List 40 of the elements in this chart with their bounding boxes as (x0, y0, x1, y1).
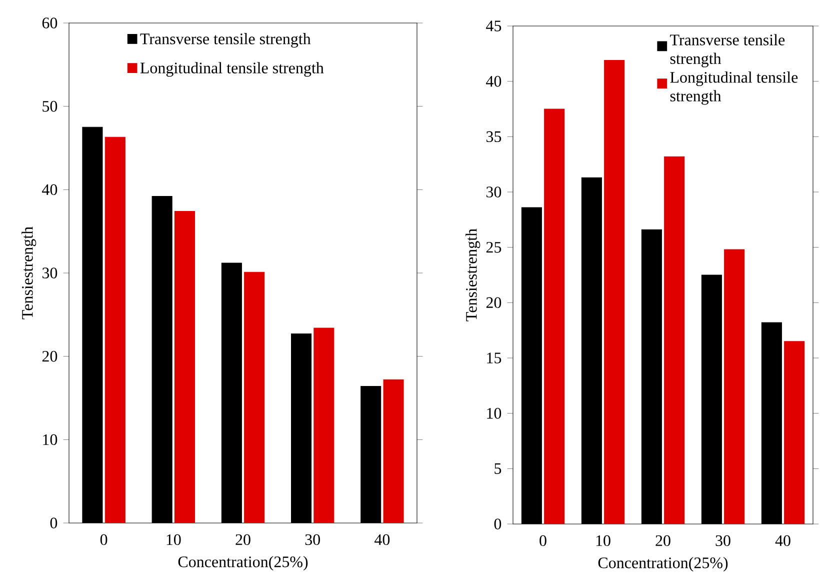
legend-label: Longitudinal tensile strength (670, 72, 798, 105)
y-tick-label: 40 (486, 76, 502, 87)
x-tick-label: 10 (166, 534, 181, 546)
y-tick-label: 50 (42, 100, 58, 112)
y-tick-label: 0 (50, 518, 58, 528)
y-tick-label: 25 (486, 242, 502, 253)
legend-label: Longitudinal tensile strength (140, 62, 324, 77)
bar (104, 136, 126, 523)
y-axis-title: Tensiestrength (22, 226, 36, 320)
x-tick-label: 40 (374, 534, 390, 546)
bar (383, 379, 404, 523)
y-tick-label: 10 (487, 408, 502, 419)
x-tick-label: 0 (100, 534, 108, 546)
bar (174, 211, 196, 523)
y-tick-label: 60 (42, 18, 58, 28)
y-tick-label: 10 (43, 434, 58, 446)
y-tick-label: 35 (486, 131, 502, 142)
bar (314, 328, 334, 523)
x-tick-label: 10 (596, 535, 610, 546)
x-tick-label: 20 (236, 534, 250, 546)
legend-label: Transverse tensile strength (670, 34, 785, 68)
x-tick-label: 30 (305, 534, 320, 546)
y-tick-label: 20 (486, 297, 502, 308)
x-axis-title: Concentration(25%) (598, 557, 728, 572)
y-tick-label: 0 (494, 518, 502, 530)
bar (244, 272, 265, 523)
x-tick-label: 30 (716, 535, 730, 546)
x-axis-title: Concentration(25%) (178, 556, 308, 571)
y-tick-label: 5 (494, 463, 502, 474)
x-tick-label: 0 (540, 535, 546, 546)
y-tick-label: 30 (42, 268, 58, 278)
y-axis-title: Tensiestrength (466, 228, 480, 322)
y-tick-label: 30 (486, 186, 502, 198)
x-tick-label: 20 (656, 535, 670, 546)
y-tick-label: 45 (486, 20, 502, 32)
y-tick-label: 15 (487, 352, 502, 364)
y-tick-label: 20 (42, 350, 58, 362)
y-tick-label: 40 (42, 184, 58, 196)
legend-label: Transverse tensile strength (140, 33, 311, 48)
x-tick-label: 40 (775, 535, 790, 546)
